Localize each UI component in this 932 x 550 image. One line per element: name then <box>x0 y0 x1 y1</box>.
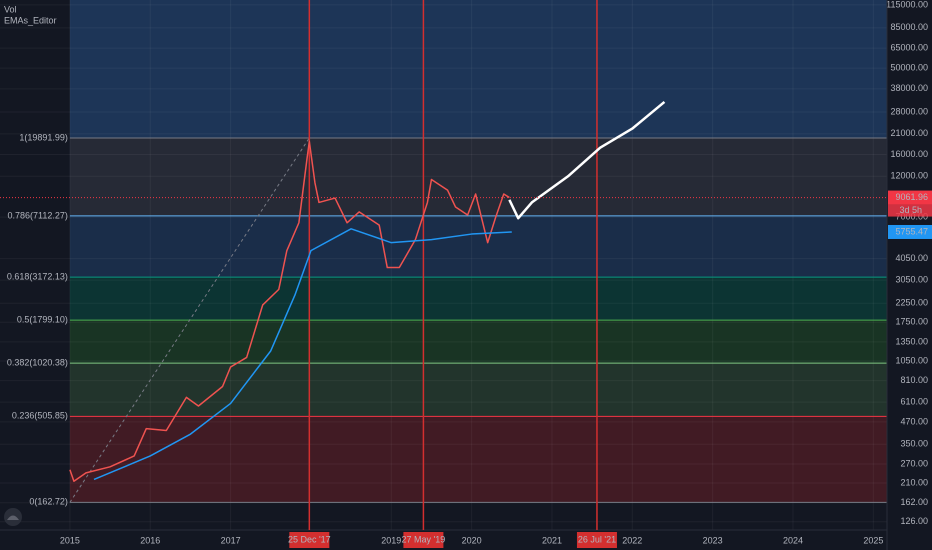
fib-label: 0.786(7112.27) <box>8 210 68 220</box>
y-tick-label: 115000.00 <box>886 0 928 9</box>
event-label: 25 Dec '17 <box>288 534 331 544</box>
series-line <box>69 140 510 482</box>
y-tick-label: 16000.00 <box>890 149 928 159</box>
price-tag-label: 9061.96 <box>895 192 928 202</box>
event-tag <box>403 532 444 548</box>
fib-label: 0.382(1020.38) <box>7 358 68 368</box>
y-tick-label: 12000.00 <box>890 171 928 181</box>
price-tag <box>888 224 932 239</box>
y-tick-label: 210.00 <box>900 477 928 487</box>
x-tick-label: 2019 <box>381 535 401 545</box>
y-tick-label: 3050.00 <box>895 275 928 285</box>
y-tick-label: 1050.00 <box>895 355 928 365</box>
event-tag <box>576 532 617 548</box>
y-tick-label: 50000.00 <box>890 62 928 72</box>
fib-zone <box>69 363 887 417</box>
y-tick-label: 2250.00 <box>895 298 928 308</box>
fib-label: 0.618(3172.13) <box>7 272 68 282</box>
x-tick-label: 2024 <box>783 535 803 545</box>
price-tag <box>888 190 932 205</box>
y-tick-label: 810.00 <box>900 375 928 385</box>
y-tick-label: 21000.00 <box>890 128 928 138</box>
x-tick-label: 2020 <box>462 535 482 545</box>
y-tick-label: 610.00 <box>900 397 928 407</box>
fib-label: 1(19891.99) <box>19 132 68 142</box>
x-tick-label: 2025 <box>863 535 883 545</box>
fib-zone <box>69 0 887 138</box>
fib-zone <box>69 416 887 503</box>
y-tick-label: 162.00 <box>900 497 928 507</box>
countdown-tag <box>888 204 932 217</box>
series-line <box>508 100 666 220</box>
y-tick-label: 28000.00 <box>890 106 928 116</box>
annotation: EMAs_Editor <box>4 15 57 25</box>
countdown: 3d 5h <box>899 205 922 215</box>
event-label: 26 Jul '21 <box>578 534 616 544</box>
event-label: 27 May '19 <box>402 534 446 544</box>
event-tag <box>289 532 330 548</box>
x-tick-label: 2023 <box>703 535 723 545</box>
fib-zone <box>69 320 887 364</box>
annotation: Vol <box>4 4 17 14</box>
y-tick-label: 126.00 <box>900 516 928 526</box>
y-tick-label: 270.00 <box>900 458 928 468</box>
y-tick-label: 1350.00 <box>895 336 928 346</box>
x-tick-label: 2021 <box>542 535 562 545</box>
y-tick-label: 38000.00 <box>890 83 928 93</box>
y-tick-label: 350.00 <box>900 439 928 449</box>
logo-shape <box>7 515 19 520</box>
trend-line <box>69 137 310 503</box>
x-tick-label: 2015 <box>60 535 80 545</box>
series-line <box>93 228 512 481</box>
fib-label: 0.5(1799.10) <box>17 315 68 325</box>
y-tick-label: 1750.00 <box>895 317 928 327</box>
y-tick-label: 470.00 <box>900 416 928 426</box>
fib-zone <box>69 277 887 321</box>
y-tick-label: 65000.00 <box>890 43 928 53</box>
fib-label: 0.236(505.85) <box>12 411 68 421</box>
y-tick-label: 85000.00 <box>890 22 928 32</box>
y-tick-label: 4050.00 <box>895 253 928 263</box>
fib-zone <box>69 215 887 278</box>
x-tick-label: 2022 <box>622 535 642 545</box>
fib-label: 0(162.72) <box>29 497 68 507</box>
price-tag-label: 5755.47 <box>895 226 928 236</box>
x-tick-label: 2017 <box>221 535 241 545</box>
x-tick-label: 2016 <box>140 535 160 545</box>
